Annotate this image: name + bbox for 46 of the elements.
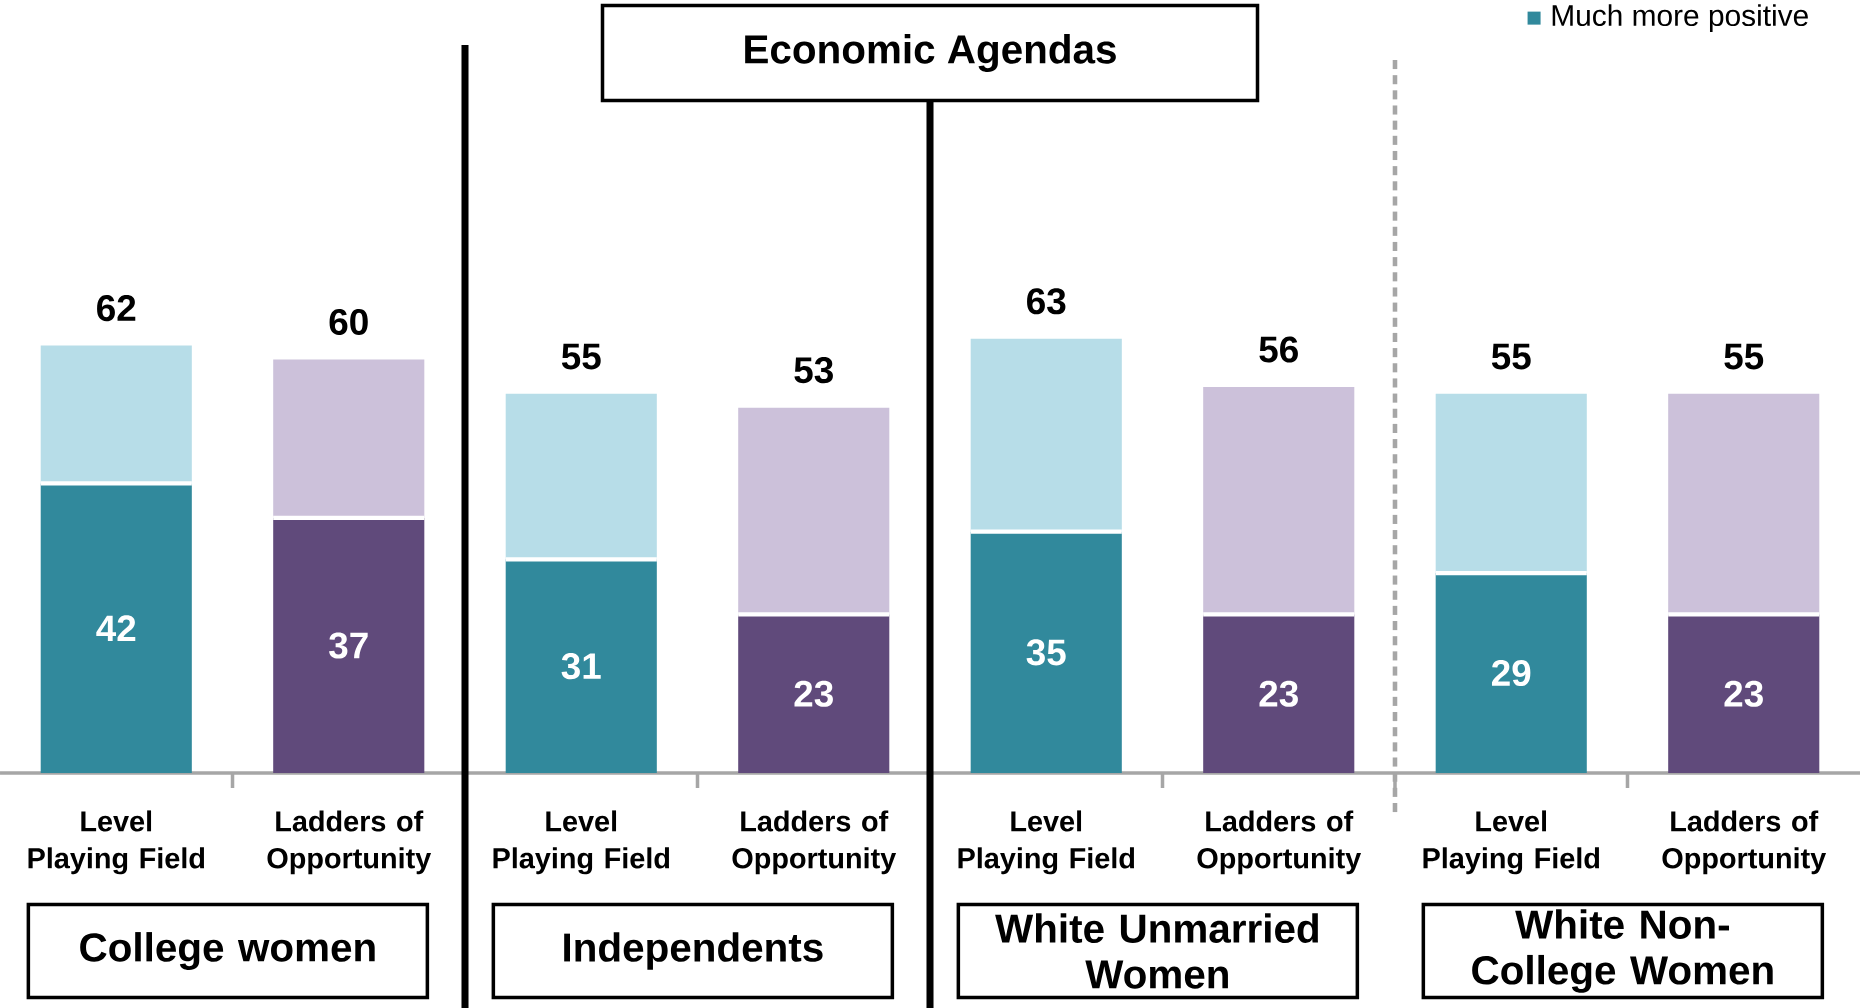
x-tick-label: Level Playing Field: [493, 810, 670, 875]
data-label: 23: [794, 680, 833, 707]
bar: [505, 393, 657, 560]
bar: [738, 407, 890, 615]
data-label: 35: [1026, 639, 1066, 666]
bar: [40, 345, 192, 484]
data-label: 29: [1491, 660, 1531, 687]
total-label: 60: [329, 308, 368, 335]
total-label: 53: [794, 357, 833, 384]
text: White Unmarried Women: [995, 913, 1318, 989]
chart-title: Economic Agendas: [745, 34, 1116, 72]
bar: [1435, 393, 1587, 574]
bar: [40, 483, 192, 773]
text: Independents: [564, 932, 823, 970]
text: White Non-College Women: [1472, 909, 1773, 993]
bar: [1668, 614, 1820, 773]
data-label: 23: [1259, 680, 1298, 707]
bar: [273, 359, 425, 518]
bar: [505, 559, 657, 773]
x-tick-label: Ladders of Opportunity: [267, 810, 432, 875]
total-label: 55: [1491, 343, 1531, 370]
data-label: 42: [96, 615, 136, 642]
x-tick-label: Ladders of Opportunity: [1197, 810, 1362, 875]
total-label: 56: [1259, 336, 1298, 363]
x-tick-label: Level Playing Field: [958, 810, 1135, 875]
total-label: 55: [1724, 343, 1764, 370]
bar: [273, 517, 425, 773]
x-tick-label: Ladders of Opportunity: [1662, 810, 1827, 875]
bar: [1668, 393, 1820, 615]
x-tick-label: Ladders of Opportunity: [732, 810, 897, 875]
bar: [970, 338, 1122, 532]
legend-label: Much more positive: [1552, 4, 1808, 33]
data-label: 23: [1724, 680, 1763, 707]
bar: [970, 531, 1122, 773]
total-label: 55: [561, 343, 601, 370]
x-tick-label: Level Playing Field: [1423, 810, 1600, 875]
total-label: 63: [1027, 288, 1066, 315]
total-label: 62: [97, 295, 136, 322]
bar: [1435, 573, 1587, 773]
bar: [1203, 386, 1355, 615]
bar: [738, 614, 890, 773]
text: College women: [80, 932, 375, 970]
bar: [1203, 614, 1355, 773]
x-tick-label: Level Playing Field: [28, 810, 205, 875]
data-label: 37: [329, 632, 368, 659]
data-label: 31: [561, 653, 601, 680]
